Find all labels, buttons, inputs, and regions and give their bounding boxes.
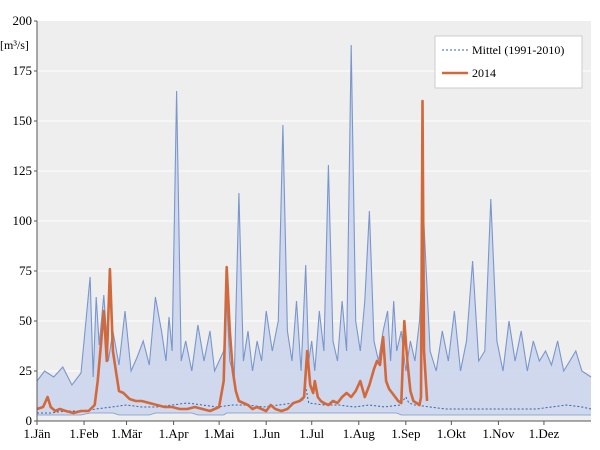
- y-tick-label: 0: [26, 413, 33, 428]
- x-tick-label: 1.Sep: [391, 426, 420, 441]
- y-tick-label: 150: [13, 113, 33, 128]
- y-tick-label: 100: [13, 213, 33, 228]
- x-tick-label: 1.Dez: [529, 426, 560, 441]
- range-band-layer: [36, 44, 592, 416]
- x-tick-label: 1.Jul: [299, 426, 324, 441]
- series-layer: [36, 99, 592, 415]
- y-tick-label: 25: [19, 363, 32, 378]
- range-band-min-line: [37, 412, 591, 416]
- mean-1991-2010-line: [37, 386, 592, 414]
- series-2014-line: [36, 99, 429, 415]
- legend-label: Mittel (1991-2010): [472, 43, 564, 57]
- legend: Mittel (1991-2010) 2014: [434, 35, 583, 89]
- x-tick-label: 1.Jän: [23, 426, 51, 441]
- x-tick-label: 1.Apr: [159, 426, 190, 441]
- y-tick-label: 175: [13, 63, 33, 78]
- x-tick-label: 1.Feb: [69, 426, 98, 441]
- axes: 0 25 50 75 100 125 150 175 200 1.Jän 1.Feb 1.Mär 1.A…: [13, 13, 591, 441]
- y-tick-label: 125: [13, 163, 33, 178]
- y-tick-label: 200: [13, 13, 33, 28]
- y-unit-label: [m³/s]: [0, 38, 29, 52]
- x-tick-label: 1.Okt: [437, 426, 467, 441]
- y-tick-label: 75: [19, 263, 32, 278]
- range-band-max-line: [36, 44, 592, 387]
- x-tick-label: 1.Nov: [482, 426, 515, 441]
- legend-box: [434, 35, 583, 89]
- x-tick-label: 1.Mär: [111, 426, 143, 441]
- x-tick-label: 1.Jun: [252, 426, 280, 441]
- legend-label: 2014: [472, 66, 496, 80]
- x-tick-label: 1.Aug: [343, 426, 376, 441]
- y-tick-label: 50: [19, 313, 32, 328]
- range-band-area: [37, 45, 591, 415]
- x-tick-label: 1.Mai: [204, 426, 235, 441]
